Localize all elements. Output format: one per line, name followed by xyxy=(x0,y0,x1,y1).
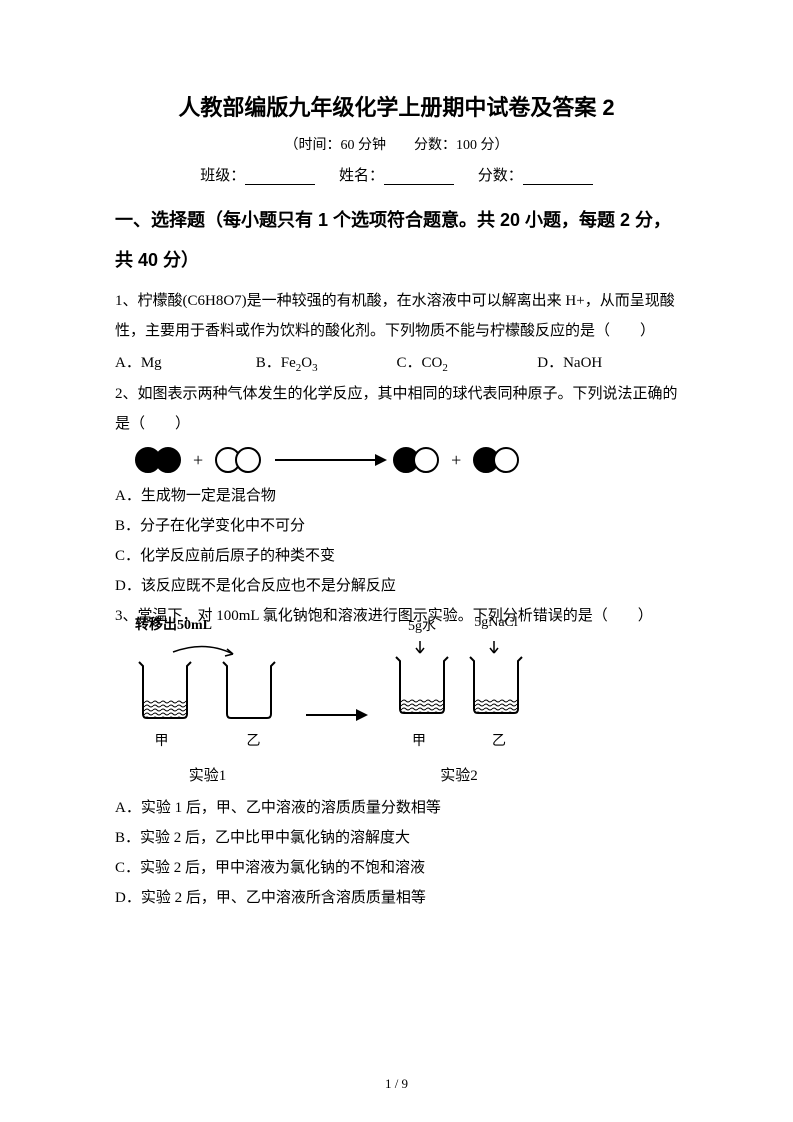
q2-opt-d[interactable]: D．该反应既不是化合反应也不是分解反应 xyxy=(115,571,678,601)
label-score: 分数： xyxy=(478,168,523,184)
q1b-s2: 3 xyxy=(312,362,318,374)
exp2-block: 5g水 5gNaCl xyxy=(392,639,526,785)
q2-product2 xyxy=(473,447,519,473)
field-score[interactable] xyxy=(523,167,593,185)
q3-diagram: 转移出50mL xyxy=(135,639,678,785)
beaker-jia2 xyxy=(392,639,452,719)
q2-opt-b[interactable]: B．分子在化学变化中不可分 xyxy=(115,511,678,541)
q2-product1 xyxy=(393,447,439,473)
q2-opt-c[interactable]: C．化学反应前后原子的种类不变 xyxy=(115,541,678,571)
plus-icon: + xyxy=(451,450,461,471)
pour-label: 转移出50mL xyxy=(135,614,212,634)
q3-opt-d[interactable]: D．实验 2 后，甲、乙中溶液所含溶质质量相等 xyxy=(115,883,678,913)
exp2-label: 实验2 xyxy=(440,764,478,785)
q1-opt-b[interactable]: B．Fe2O3 xyxy=(256,348,397,379)
atom-black xyxy=(155,447,181,473)
q2-reactant2 xyxy=(215,447,261,473)
q1b-pre: B．Fe xyxy=(256,355,296,371)
field-name[interactable] xyxy=(384,167,454,185)
q1-opt-d[interactable]: D．NaOH xyxy=(537,348,678,379)
arrow-between xyxy=(296,675,376,755)
q2-stem: 2、如图表示两种气体发生的化学反应，其中相同的球代表同种原子。下列说法正确的是（… xyxy=(115,379,678,439)
q1-opt-c[interactable]: C．CO2 xyxy=(397,348,538,379)
label-jia: 甲 xyxy=(142,730,182,750)
q3-opt-a[interactable]: A．实验 1 后，甲、乙中溶液的溶质质量分数相等 xyxy=(115,793,678,823)
plus-icon: + xyxy=(193,450,203,471)
q1c-pre: C．CO xyxy=(397,355,443,371)
q2-opt-a[interactable]: A．生成物一定是混合物 xyxy=(115,481,678,511)
section-heading: 一、选择题（每小题只有 1 个选项符合题意。共 20 小题，每题 2 分，共 4… xyxy=(115,201,678,280)
subtitle: （时间：60 分钟 分数：100 分） xyxy=(115,134,678,154)
exp1-svg xyxy=(135,644,280,724)
atom-white xyxy=(493,447,519,473)
q1-options: A．Mg B．Fe2O3 C．CO2 D．NaOH xyxy=(115,348,678,379)
atom-white xyxy=(235,447,261,473)
label-yi: 乙 xyxy=(234,730,274,750)
arrow-icon xyxy=(306,714,366,716)
q2-diagram: + + xyxy=(135,447,678,473)
label-jia2: 甲 xyxy=(399,730,439,750)
arrow-icon xyxy=(275,459,385,461)
add-salt-label: 5gNaCl xyxy=(474,615,518,631)
beaker-yi2 xyxy=(466,639,526,719)
q3-opt-b[interactable]: B．实验 2 后，乙中比甲中氯化钠的溶解度大 xyxy=(115,823,678,853)
q2-options: A．生成物一定是混合物 B．分子在化学变化中不可分 C．化学反应前后原子的种类不… xyxy=(115,481,678,601)
q1-opt-a[interactable]: A．Mg xyxy=(115,348,256,379)
q3-opt-c[interactable]: C．实验 2 后，甲中溶液为氯化钠的不饱和溶液 xyxy=(115,853,678,883)
atom-white xyxy=(413,447,439,473)
q1b-mid: O xyxy=(301,355,312,371)
exp1-label: 实验1 xyxy=(189,764,227,785)
q3-options: A．实验 1 后，甲、乙中溶液的溶质质量分数相等 B．实验 2 后，乙中比甲中氯… xyxy=(115,793,678,913)
q1-stem: 1、柠檬酸(C6H8O7)是一种较强的有机酸，在水溶液中可以解离出来 H+，从而… xyxy=(115,286,678,346)
label-name: 姓名： xyxy=(339,168,384,184)
q1c-s: 2 xyxy=(442,362,448,374)
page-number: 1 / 9 xyxy=(0,1076,793,1092)
page-title: 人教部编版九年级化学上册期中试卷及答案 2 xyxy=(115,90,678,122)
exp2-beakers: 5g水 5gNaCl xyxy=(392,639,526,724)
label-class: 班级： xyxy=(200,168,245,184)
field-class[interactable] xyxy=(245,167,315,185)
label-yi2: 乙 xyxy=(479,730,519,750)
info-line: 班级： 姓名： 分数： xyxy=(115,164,678,185)
add-water-label: 5g水 xyxy=(408,615,436,635)
exp1-beakers: 转移出50mL xyxy=(135,644,280,724)
q2-reactant1 xyxy=(135,447,181,473)
exp1-block: 转移出50mL xyxy=(135,644,280,785)
